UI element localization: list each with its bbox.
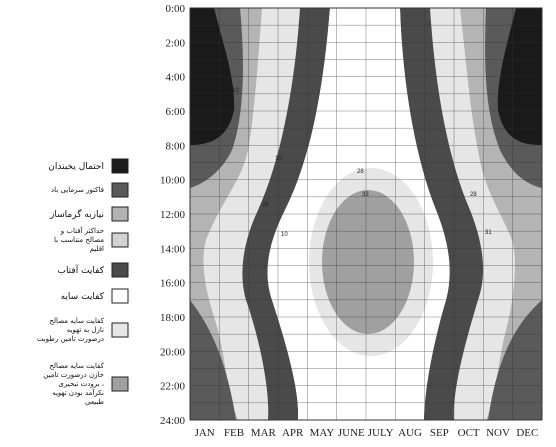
legend-label: کفایت آفتاب: [57, 264, 104, 276]
y-tick-label: 8:00: [165, 140, 185, 152]
contour-label: 28: [470, 192, 477, 198]
y-tick-label: 24:00: [160, 415, 186, 427]
legend-swatch: [111, 322, 129, 338]
x-tick-label: JUNE: [338, 427, 365, 439]
x-tick-label: MAR: [251, 427, 277, 439]
x-tick-label: FEB: [224, 427, 244, 439]
y-axis: 0:00 2:00 4:00 6:00 8:00 10:00 12:00 14:00 16:00…: [160, 3, 186, 427]
contour-labels: 10 28 33 10 28 28 31 10: [232, 88, 492, 238]
legend-label: کفایت سایه مصالح خازن درصورت تامین برودت ت…: [43, 362, 104, 406]
contour-label: 10: [281, 232, 288, 238]
wind-chill-bottom-left: [190, 300, 236, 420]
legend-label: حداکثر آفتاب و مصالح متناسب با اقلیم: [54, 226, 104, 253]
y-tick-label: 20:00: [160, 346, 186, 358]
legend-label: کفایت سایه مصالح نازل به تهویه درصورت تامی…: [37, 317, 105, 343]
thermal-mass-region: [322, 190, 414, 334]
contour-label: 28: [357, 169, 364, 175]
x-tick-label: NOV: [486, 427, 510, 439]
legend-swatch: [111, 206, 129, 222]
x-tick-label: MAY: [310, 427, 335, 439]
y-tick-label: 10:00: [160, 175, 186, 187]
legend-swatch: [111, 376, 129, 392]
x-tick-label: OCT: [458, 427, 480, 439]
y-tick-label: 14:00: [160, 243, 186, 255]
contour-label: 28: [262, 202, 269, 208]
y-tick-label: 22:00: [160, 381, 186, 393]
x-tick-label: APR: [282, 427, 304, 439]
contour-label: 33: [362, 192, 369, 198]
plot-frame: [189, 7, 543, 421]
legend-swatch: [111, 182, 129, 198]
legend-swatch: [111, 232, 129, 248]
y-tick-label: 12:00: [160, 209, 186, 221]
contour-label: 10: [232, 88, 239, 94]
contour-label: 10: [275, 156, 282, 162]
contour-label: 31: [485, 230, 492, 236]
x-tick-label: JULY: [368, 427, 394, 439]
legend-label: کفایت سایه: [61, 292, 105, 302]
y-tick-label: 2:00: [165, 37, 185, 49]
x-tick-label: DEC: [516, 427, 538, 439]
y-tick-label: 6:00: [165, 106, 185, 118]
x-axis: JAN FEB MAR APR MAY JUNE JULY AUG SEP OCT NOV DEC: [195, 427, 539, 439]
legend: احتمال یخبندان فاکتور سرمایی باد نیازبه گر…: [37, 158, 129, 406]
x-tick-label: SEP: [430, 427, 449, 439]
legend-swatch: [111, 288, 129, 304]
legend-swatch: [111, 158, 129, 174]
grid-lines: [190, 8, 542, 420]
y-tick-label: 0:00: [165, 3, 185, 15]
y-tick-label: 16:00: [160, 278, 186, 290]
legend-label: فاکتور سرمایی باد: [51, 186, 104, 194]
legend-label: احتمال یخبندان: [48, 162, 104, 172]
x-tick-label: JAN: [195, 427, 215, 439]
x-tick-label: AUG: [398, 427, 422, 439]
y-tick-label: 4:00: [165, 72, 185, 84]
legend-swatch: [111, 262, 129, 278]
legend-label: نیازبه گرماساز: [49, 208, 104, 220]
plot-area: 10 28 33 10 28 28 31 10: [190, 8, 542, 420]
y-tick-label: 18:00: [160, 312, 186, 324]
wind-chill-bottom-right: [488, 300, 542, 420]
